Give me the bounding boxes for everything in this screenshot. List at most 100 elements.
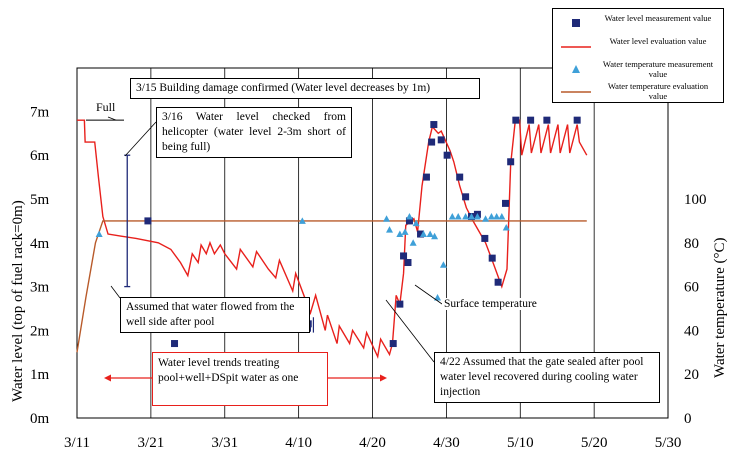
water-level-point [494, 278, 502, 286]
water-level-point [396, 300, 404, 308]
trend-arrowhead-left [104, 374, 111, 382]
water-level-point [573, 116, 581, 124]
plot-frame [76, 67, 669, 419]
water-temperature-point [405, 213, 413, 220]
leader-4-22 [385, 299, 435, 363]
legend-triangle-marker [572, 65, 580, 73]
leader-3-16 [124, 121, 157, 157]
y-tick-label: 4m [30, 236, 50, 252]
water-level-point [430, 121, 438, 129]
water-level-point [400, 252, 408, 260]
leader-well [110, 285, 121, 299]
water-temperature-point [386, 226, 394, 233]
water-temperature-point [482, 215, 490, 222]
water-temperature-point [434, 294, 442, 301]
y-tick-label: 3m [30, 280, 50, 296]
x-tick-label: 5/30 [655, 435, 682, 451]
legend-label: Water level evaluation value [609, 36, 707, 46]
full-label: Full [96, 100, 116, 114]
x-tick-label: 5/10 [507, 435, 534, 451]
y-tick-label: 5m [30, 192, 50, 208]
annotation-arrows [104, 121, 443, 382]
water-temperature-point [383, 215, 391, 222]
full-label-leader [107, 116, 117, 121]
full-level-marker [86, 116, 124, 121]
x-tick-label: 3/21 [138, 435, 165, 451]
annotation-4-22: 4/22 Assumed that the gate sealed after … [434, 352, 660, 403]
water-level-point [428, 138, 436, 146]
legend-item-temp-evaluated: Water temperature evaluation value [553, 81, 723, 103]
water-level-point [144, 217, 152, 225]
x-tick-label: 3/11 [64, 435, 90, 451]
legend-label: Water temperature measurement value [602, 59, 714, 79]
x-tick-label: 5/20 [581, 435, 608, 451]
water-level-point [417, 230, 425, 238]
water-level-point [437, 136, 445, 144]
water-temperature-point [431, 232, 439, 240]
water-temperature-point [454, 213, 462, 220]
y2-tick-label: 80 [684, 236, 699, 252]
y2-tick-label: 60 [684, 280, 699, 296]
water-temperature-point [401, 228, 409, 235]
water-temperature-point [426, 230, 434, 238]
water-temperature-point [95, 230, 103, 238]
y-tick-label: 2m [30, 323, 50, 339]
legend: Water level measurement value Water leve… [552, 8, 724, 103]
water-temperature-point [419, 230, 427, 238]
water-temperature-point [502, 223, 510, 231]
water-temperature-point [448, 213, 456, 220]
water-level-point [502, 199, 510, 207]
legend-label: Water level measurement value [604, 13, 712, 23]
y-tick-label: 7m [30, 104, 50, 120]
x-tick-label: 4/20 [359, 435, 386, 451]
y-tick-label: 6m [30, 148, 50, 164]
annotation-3-16: 3/16 Water level checked from helicopter… [156, 107, 352, 158]
water-level-point [404, 259, 412, 267]
axes [76, 67, 669, 419]
water-temperature-point [498, 213, 506, 220]
y2-tick-label: 100 [684, 192, 707, 208]
water-level-point [462, 193, 470, 201]
water-temperature-point [468, 213, 476, 220]
series-markers [95, 116, 581, 348]
annotation-surface-temperature: Surface temperature [442, 298, 539, 310]
legend-item-level-measured: Water level measurement value [553, 13, 723, 35]
annotation-well: Assumed that water flowed from the well … [120, 297, 310, 333]
water-level-point [527, 116, 535, 124]
water-level-point [389, 340, 397, 348]
y2-axis-label: Water temperature (°C) [712, 237, 728, 378]
trend-arrowhead-right [380, 374, 387, 382]
water-level-point [543, 116, 551, 124]
x-tick-labels: 3/11 3/21 3/31 4/10 4/20 4/30 5/10 5/20 5/30 [64, 435, 681, 451]
water-level-point [481, 234, 489, 242]
water-level-point [456, 173, 464, 181]
x-tick-label: 4/30 [433, 435, 460, 451]
water-temperature-point [412, 219, 420, 227]
water-level-point [422, 173, 430, 181]
y-tick-label: 1m [30, 367, 50, 383]
water-temperature-point [298, 217, 306, 224]
water-level-point [512, 116, 520, 124]
water-temperature-evaluation-line [76, 220, 587, 353]
water-temperature-point [473, 213, 481, 220]
water-level-point [488, 254, 496, 262]
legend-square-marker [572, 19, 580, 27]
annotation-trend: Water level trends treating pool+well+DS… [152, 352, 328, 406]
water-temperature-point [462, 213, 470, 220]
legend-brown-line [561, 91, 591, 93]
legend-red-line [561, 46, 591, 48]
y2-tick-label: 20 [684, 367, 699, 383]
annotation-3-15: 3/15 Building damage confirmed (Water le… [130, 78, 480, 99]
y-tick-labels: 0m 1m 2m 3m 4m 5m 6m 7m [30, 104, 50, 427]
y2-tick-label: 40 [684, 323, 699, 339]
y-tick-label: 0m [30, 411, 50, 427]
water-level-evaluation-line [77, 119, 588, 360]
water-temperature-point [487, 213, 495, 220]
x-tick-label: 4/10 [285, 435, 312, 451]
y2-tick-labels: 0 20 40 60 80 100 [684, 192, 707, 427]
legend-item-level-evaluated: Water level evaluation value [553, 36, 723, 58]
water-level-point [171, 340, 179, 348]
water-temperature-point [439, 261, 447, 268]
legend-item-temp-measured: Water temperature measurement value [553, 59, 723, 81]
water-level-point [405, 217, 413, 225]
